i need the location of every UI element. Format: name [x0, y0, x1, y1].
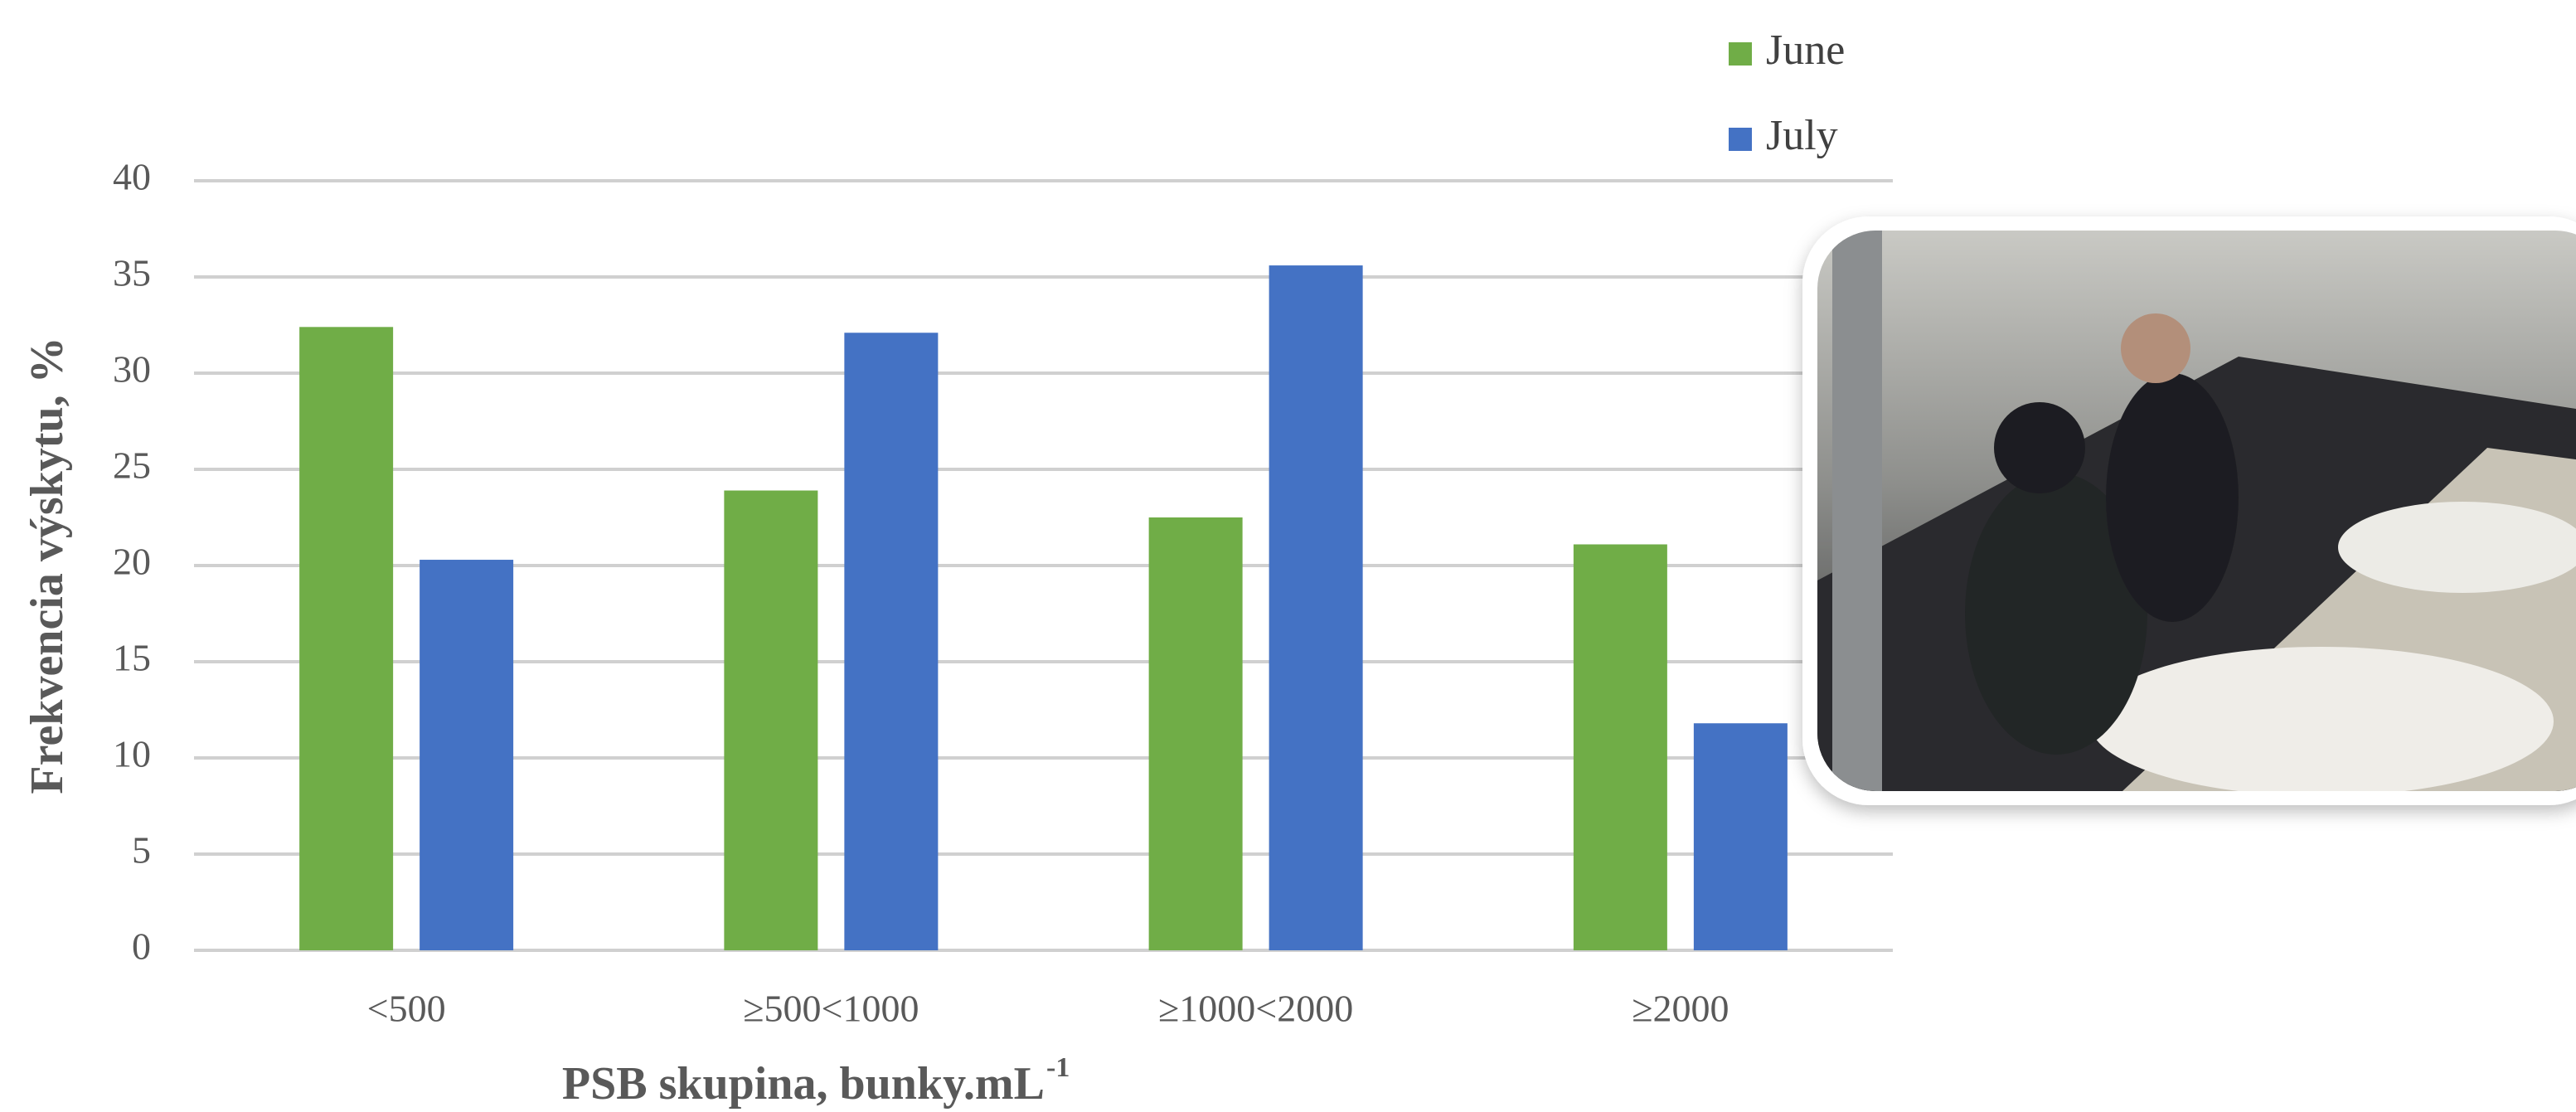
y-tick-label: 40 — [113, 156, 151, 198]
y-tick-label: 10 — [113, 733, 151, 775]
chart: 0 5 10 15 20 25 30 35 40 <500 ≥500<1000 ≥1000<2000 ≥… — [0, 0, 2576, 1112]
legend-swatch — [1729, 128, 1752, 151]
y-axis-title: Frekvencia výskytu, % — [22, 337, 73, 794]
plot-area: 0 5 10 15 20 25 30 35 40 <500 ≥500<1000 ≥1000<2000 ≥… — [113, 27, 1893, 1030]
x-tick-label: ≥2000 — [1632, 988, 1729, 1030]
y-tick-label: 35 — [113, 252, 151, 294]
photo — [1802, 216, 2576, 805]
bar — [420, 560, 513, 950]
y-tick-label: 15 — [113, 637, 151, 679]
legend-label: June — [1766, 27, 1845, 74]
bar — [1269, 265, 1363, 950]
photo-image — [1817, 231, 2576, 796]
photo-pillar — [1832, 231, 1882, 791]
bar — [1694, 723, 1788, 950]
y-tick-label: 20 — [113, 541, 151, 583]
photo-person — [2106, 373, 2239, 622]
bar — [1574, 544, 1667, 950]
page: {"chart_data": {"type": "bar", "ylabel":… — [0, 0, 2576, 1112]
x-axis-title-superscript: -1 — [1046, 1052, 1070, 1083]
legend-swatch — [1729, 42, 1752, 66]
y-tick-label: 5 — [132, 829, 151, 872]
bar — [844, 333, 938, 950]
bar — [724, 491, 817, 950]
bar — [299, 327, 393, 950]
legend-label: July — [1766, 112, 1838, 159]
x-tick-label: ≥500<1000 — [743, 988, 919, 1030]
x-tick-label: ≥1000<2000 — [1158, 988, 1353, 1030]
photo-goat — [2338, 502, 2576, 593]
photo-person-head — [2121, 313, 2190, 383]
x-tick-label: <500 — [367, 988, 446, 1030]
x-axis-title: PSB skupina, bunky.mL — [562, 1058, 1045, 1110]
photo-person-head — [1994, 402, 2085, 493]
bar — [1149, 517, 1243, 950]
y-tick-label: 30 — [113, 348, 151, 391]
y-tick-label: 0 — [132, 925, 151, 968]
y-tick-label: 25 — [113, 444, 151, 487]
photo-goat — [2089, 647, 2554, 796]
